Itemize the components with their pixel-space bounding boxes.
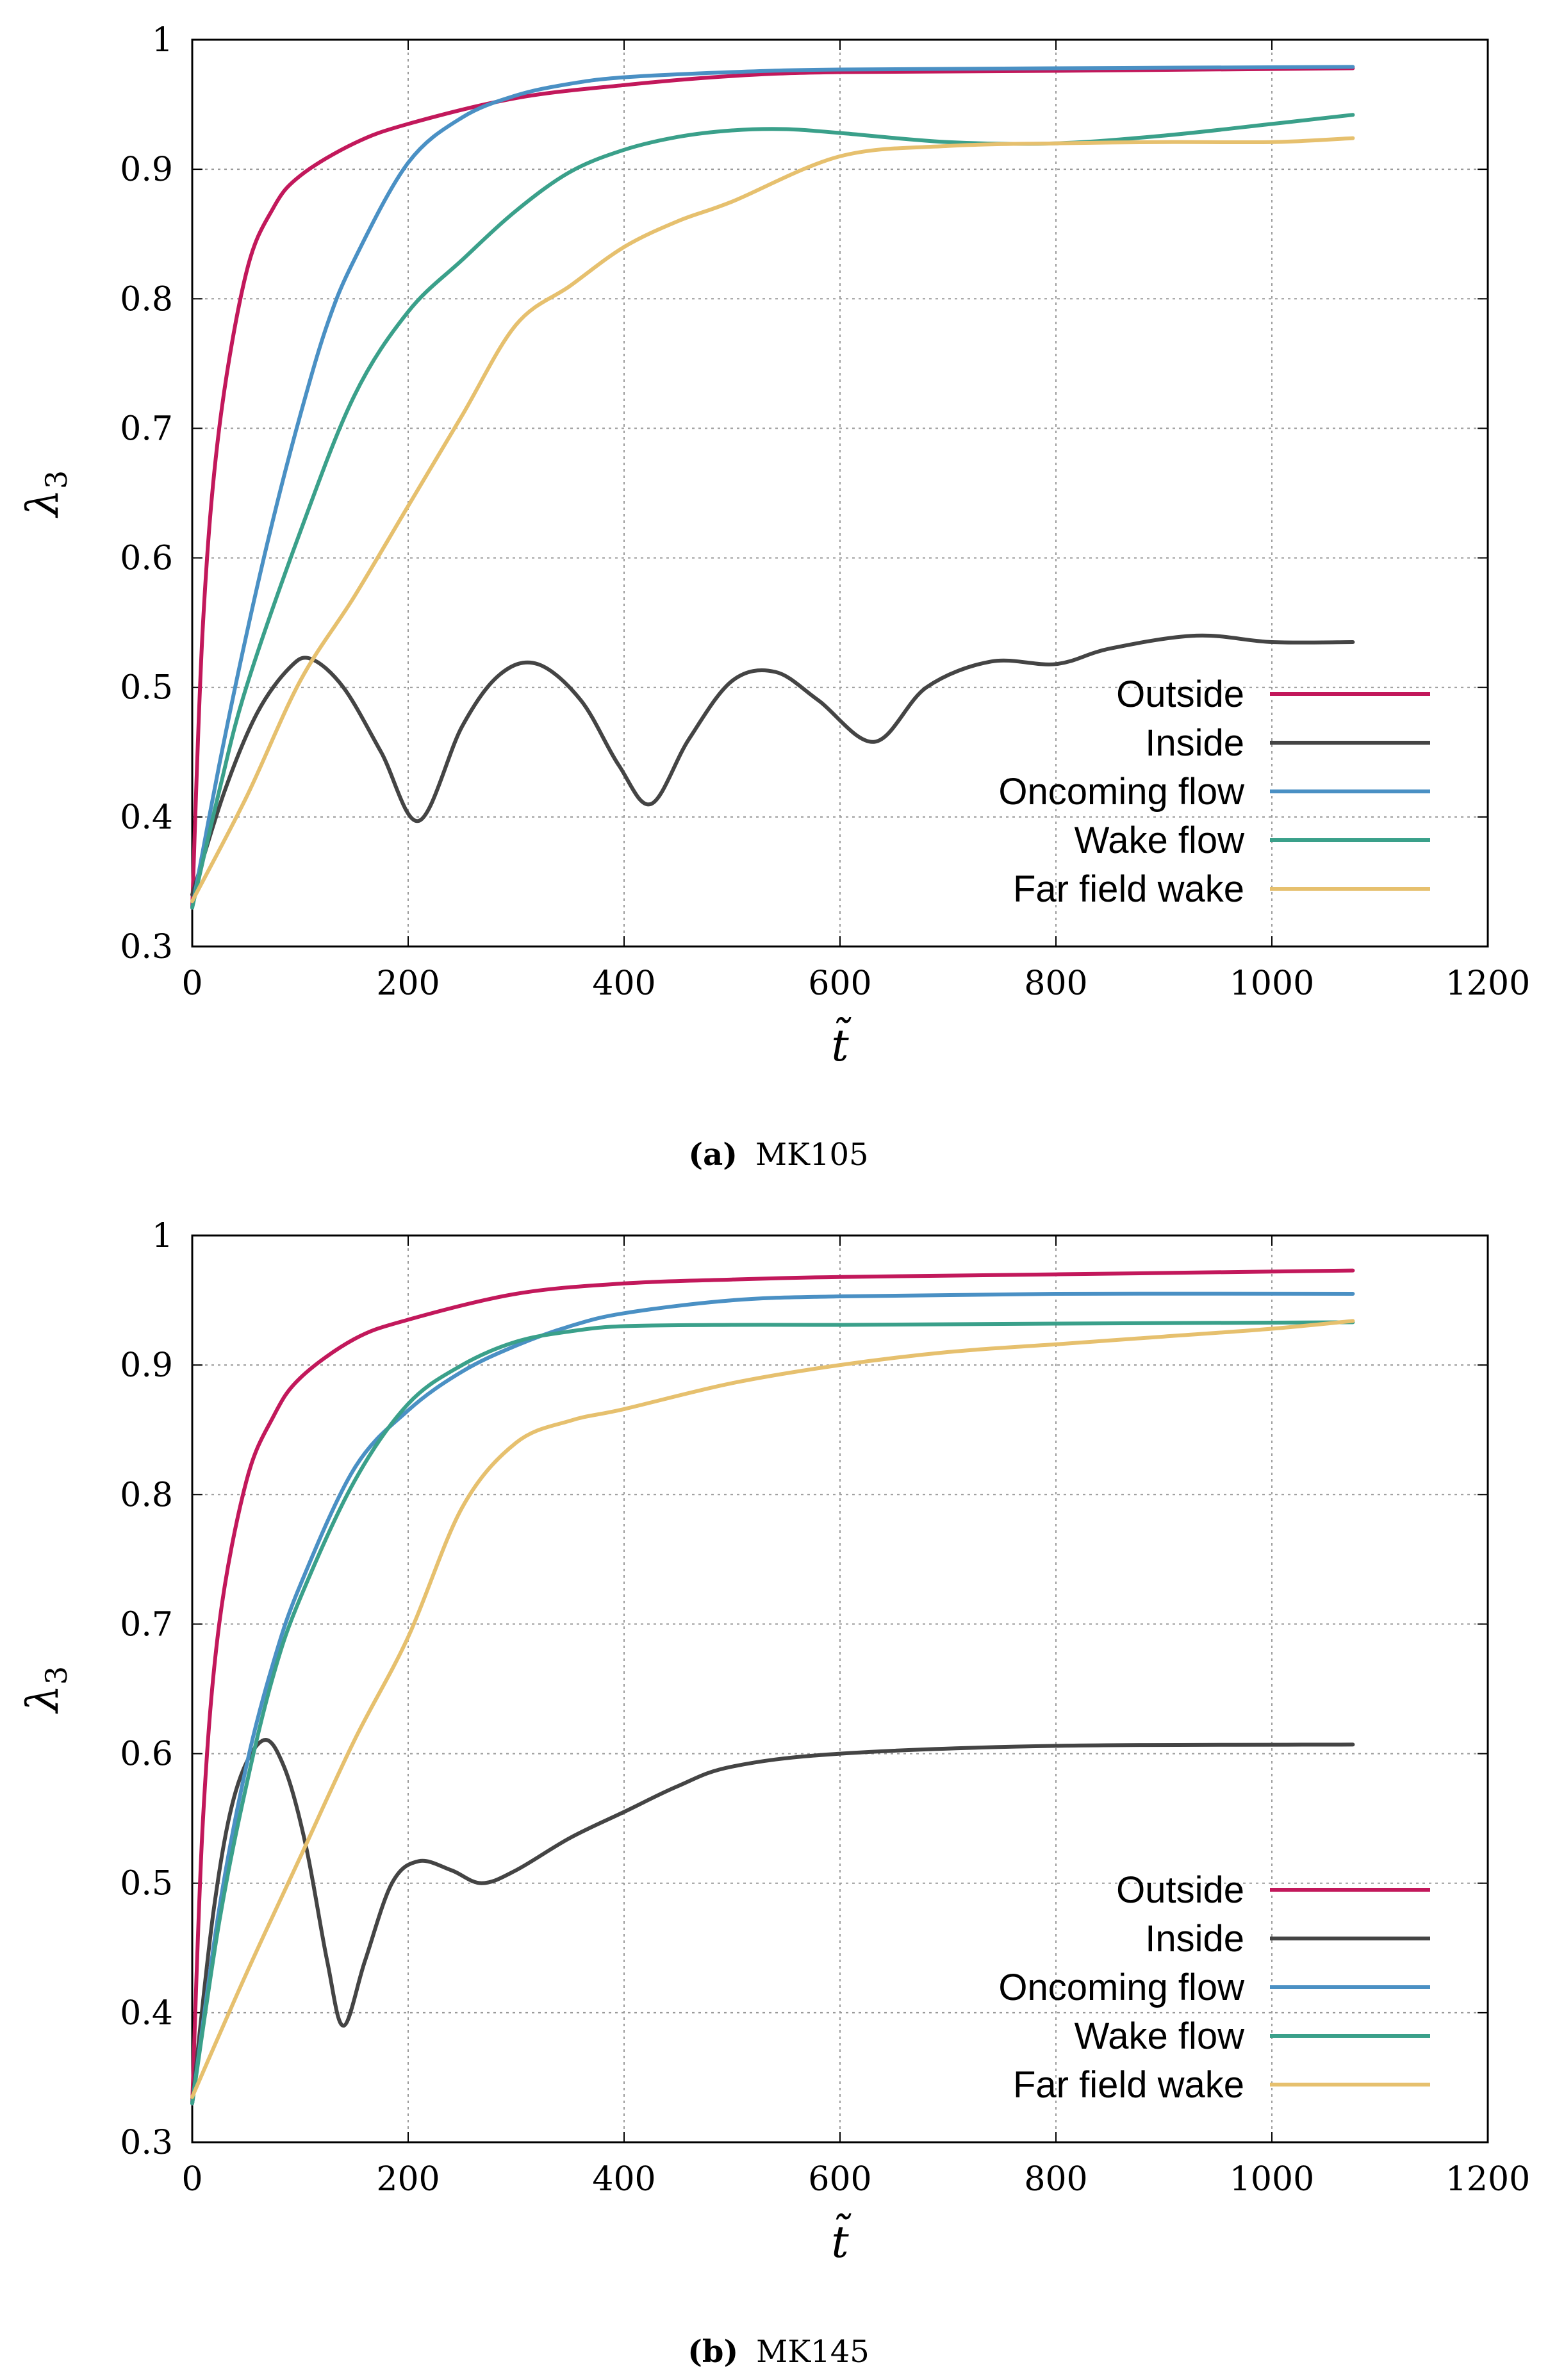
caption: (a) MK105: [688, 1137, 868, 1173]
series-line-0: [190, 66, 1355, 910]
caption-text: MK145: [756, 2334, 869, 2370]
y-tick-label: 0.6: [120, 540, 173, 578]
series-line-1: [190, 1738, 1355, 2106]
x-axis-label: t̃: [831, 1017, 852, 1071]
y-tick-label: 0.4: [120, 798, 173, 837]
caption: (b) MK145: [688, 2334, 869, 2370]
x-axis-label: t̃: [831, 2213, 852, 2268]
y-tick-label: 0.4: [120, 1994, 173, 2033]
x-tick-label: 200: [376, 964, 440, 1003]
x-tick-label: 1000: [1230, 2160, 1314, 2199]
legend-label-2: Oncoming flow: [998, 771, 1245, 813]
x-tick-label: 1200: [1446, 964, 1530, 1003]
y-axis-label-sub: 3: [39, 470, 74, 489]
legend-label-1: Inside: [1145, 722, 1244, 764]
chart-panel-b: 0 200 400 600 800 1000 1200 0.3 0.4 0.5 0.6 0.7 0.8 0…: [18, 1217, 1530, 2370]
y-tick-label: 0.3: [120, 2124, 173, 2162]
y-tick-label: 0.8: [120, 1476, 173, 1514]
series-line-0: [190, 1268, 1355, 2106]
y-axis-label: λ3: [18, 470, 74, 518]
legend-label-1: Inside: [1145, 1918, 1244, 1960]
x-tick-label: 400: [592, 2160, 655, 2199]
caption-label: (a): [688, 1137, 737, 1173]
x-tick-label: 1000: [1230, 964, 1314, 1003]
grid: [192, 1235, 1488, 2142]
legend-label-2: Oncoming flow: [998, 1967, 1245, 2008]
series-line-4: [190, 1319, 1355, 2099]
x-tick-label: 0: [181, 2160, 202, 2199]
x-tick-label: 0: [181, 964, 202, 1003]
x-tick-label: 600: [808, 2160, 871, 2199]
y-tick-label: 0.7: [120, 1605, 173, 1644]
y-tick-label: 0.9: [120, 151, 173, 189]
series-lines: [190, 1268, 1355, 2106]
y-tick-label: 1: [152, 1217, 173, 1255]
caption-label: (b): [688, 2334, 738, 2370]
series-line-4: [190, 136, 1355, 904]
x-tick-label: 200: [376, 2160, 440, 2199]
x-tick-label: 1200: [1446, 2160, 1530, 2199]
x-tick-label: 400: [592, 964, 655, 1003]
chart-panel-a: 0 200 400 600 800 1000 1200 0.3 0.4 0.5 0.6 0.7 0.8 0…: [18, 21, 1530, 1173]
y-axis-label: λ3: [18, 1666, 74, 1714]
axis-ticks: 0 200 400 600 800 1000 1200 0.3 0.4 0.5 0.6 0.7 0.8 0…: [120, 1217, 1530, 2199]
legend-label-3: Wake flow: [1075, 2015, 1245, 2057]
axis-ticks: 0 200 400 600 800 1000 1200 0.3 0.4 0.5 0.6 0.7 0.8 0…: [120, 21, 1530, 1003]
y-tick-label: 1: [152, 21, 173, 60]
legend-label-4: Far field wake: [1013, 868, 1244, 910]
series-line-2: [190, 65, 1355, 910]
grid: [192, 40, 1488, 946]
series-line-2: [190, 1291, 1355, 2106]
legend: Outside Inside Oncoming flow Wake flow Far f…: [998, 1869, 1430, 2106]
y-tick-label: 0.8: [120, 280, 173, 318]
x-tick-label: 800: [1024, 964, 1087, 1003]
y-axis-label-sub: 3: [39, 1666, 74, 1685]
y-tick-label: 0.5: [120, 1865, 173, 1903]
y-tick-label: 0.5: [120, 669, 173, 707]
svg-text:λ3: λ3: [18, 470, 74, 518]
x-tick-label: 600: [808, 964, 871, 1003]
y-tick-label: 0.3: [120, 928, 173, 966]
svg-text:λ3: λ3: [18, 1666, 74, 1714]
series-line-3: [190, 1320, 1355, 2106]
y-axis-label-main: λ: [18, 1685, 69, 1714]
legend-label-0: Outside: [1116, 1869, 1244, 1911]
y-tick-label: 0.7: [120, 409, 173, 448]
legend-label-0: Outside: [1116, 674, 1244, 715]
y-tick-label: 0.9: [120, 1346, 173, 1385]
caption-text: MK105: [755, 1137, 869, 1173]
legend: Outside Inside Oncoming flow Wake flow Far f…: [998, 674, 1430, 910]
y-tick-label: 0.6: [120, 1735, 173, 1774]
y-axis-label-main: λ: [18, 489, 69, 518]
legend-label-4: Far field wake: [1013, 2064, 1244, 2106]
legend-label-3: Wake flow: [1075, 820, 1245, 861]
series-lines: [190, 65, 1355, 910]
x-tick-label: 800: [1024, 2160, 1087, 2199]
